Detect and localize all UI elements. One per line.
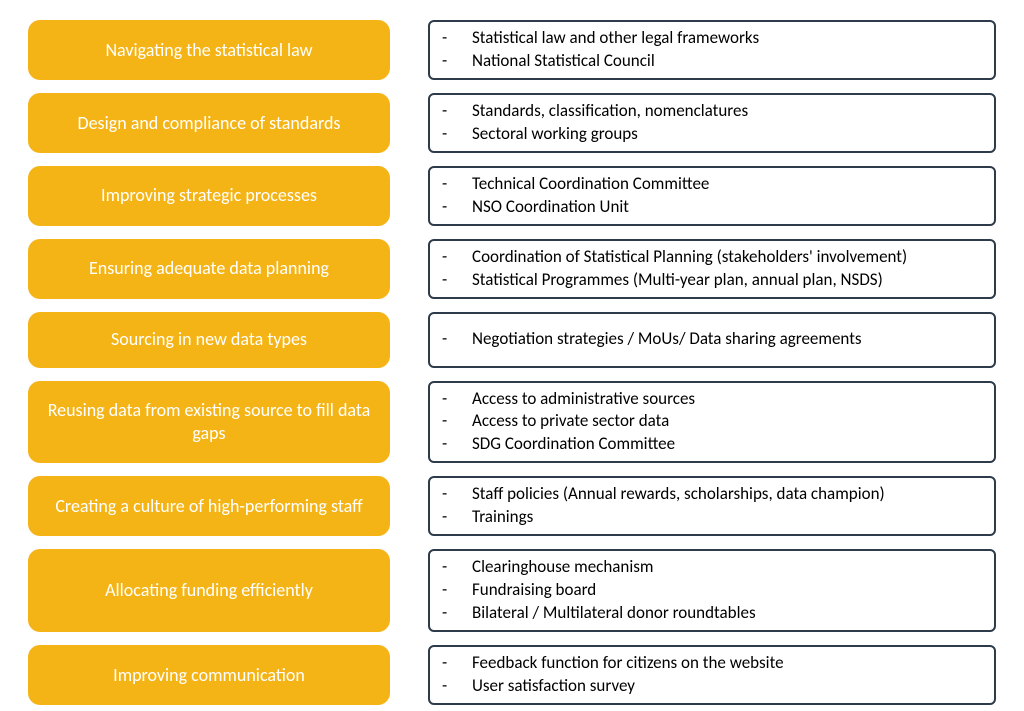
detail-item: Technical Coordination Committee	[472, 173, 982, 196]
detail-item: Statistical law and other legal framewor…	[472, 27, 982, 50]
category-title: Sourcing in new data types	[111, 328, 307, 351]
detail-item: Access to administrative sources	[472, 388, 982, 411]
detail-item: Negotiation strategies / MoUs/ Data shar…	[472, 328, 982, 351]
detail-box: Statistical law and other legal framewor…	[428, 20, 996, 80]
detail-item: Access to private sector data	[472, 410, 982, 433]
row: Sourcing in new data types Negotiation st…	[28, 312, 996, 368]
category-box: Ensuring adequate data planning	[28, 239, 390, 299]
category-title: Creating a culture of high-performing st…	[55, 495, 362, 518]
category-title: Navigating the statistical law	[105, 39, 312, 62]
detail-item: User satisfaction survey	[472, 675, 982, 698]
detail-box: Standards, classification, nomenclatures…	[428, 93, 996, 153]
category-box: Creating a culture of high-performing st…	[28, 476, 390, 536]
category-title: Ensuring adequate data planning	[89, 257, 329, 280]
detail-item: Trainings	[472, 506, 982, 529]
category-title: Design and compliance of standards	[78, 112, 341, 135]
detail-box: Technical Coordination CommitteeNSO Coor…	[428, 166, 996, 226]
category-box: Sourcing in new data types	[28, 312, 390, 368]
row: Creating a culture of high-performing st…	[28, 476, 996, 536]
category-title: Improving communication	[113, 664, 305, 687]
detail-item: Clearinghouse mechanism	[472, 556, 982, 579]
infographic-grid: Navigating the statistical law Statistica…	[28, 20, 996, 705]
detail-item: Coordination of Statistical Planning (st…	[472, 246, 982, 269]
detail-item: Fundraising board	[472, 579, 982, 602]
detail-item: Sectoral working groups	[472, 123, 982, 146]
category-title: Reusing data from existing source to fil…	[46, 399, 372, 444]
row: Navigating the statistical law Statistica…	[28, 20, 996, 80]
detail-item: Bilateral / Multilateral donor roundtabl…	[472, 602, 982, 625]
detail-box: Coordination of Statistical Planning (st…	[428, 239, 996, 299]
detail-item: National Statistical Council	[472, 50, 982, 73]
detail-box: Staff policies (Annual rewards, scholars…	[428, 476, 996, 536]
detail-item: NSO Coordination Unit	[472, 196, 982, 219]
category-title: Improving strategic processes	[101, 184, 317, 207]
row: Allocating funding efficiently Clearingho…	[28, 549, 996, 632]
row: Ensuring adequate data planning Coordinat…	[28, 239, 996, 299]
row: Design and compliance of standards Standa…	[28, 93, 996, 153]
detail-box: Access to administrative sourcesAccess t…	[428, 381, 996, 464]
detail-item: Staff policies (Annual rewards, scholars…	[472, 483, 982, 506]
category-box: Improving communication	[28, 645, 390, 705]
detail-item: Standards, classification, nomenclatures	[472, 100, 982, 123]
row: Improving communication Feedback function…	[28, 645, 996, 705]
detail-item: SDG Coordination Committee	[472, 433, 982, 456]
category-box: Improving strategic processes	[28, 166, 390, 226]
category-box: Allocating funding efficiently	[28, 549, 390, 632]
row: Reusing data from existing source to fil…	[28, 381, 996, 464]
row: Improving strategic processes Technical C…	[28, 166, 996, 226]
detail-item: Statistical Programmes (Multi-year plan,…	[472, 269, 982, 292]
category-title: Allocating funding efficiently	[105, 579, 313, 602]
detail-box: Clearinghouse mechanismFundraising board…	[428, 549, 996, 632]
category-box: Navigating the statistical law	[28, 20, 390, 80]
category-box: Reusing data from existing source to fil…	[28, 381, 390, 464]
detail-box: Negotiation strategies / MoUs/ Data shar…	[428, 312, 996, 368]
detail-item: Feedback function for citizens on the we…	[472, 652, 982, 675]
detail-box: Feedback function for citizens on the we…	[428, 645, 996, 705]
category-box: Design and compliance of standards	[28, 93, 390, 153]
